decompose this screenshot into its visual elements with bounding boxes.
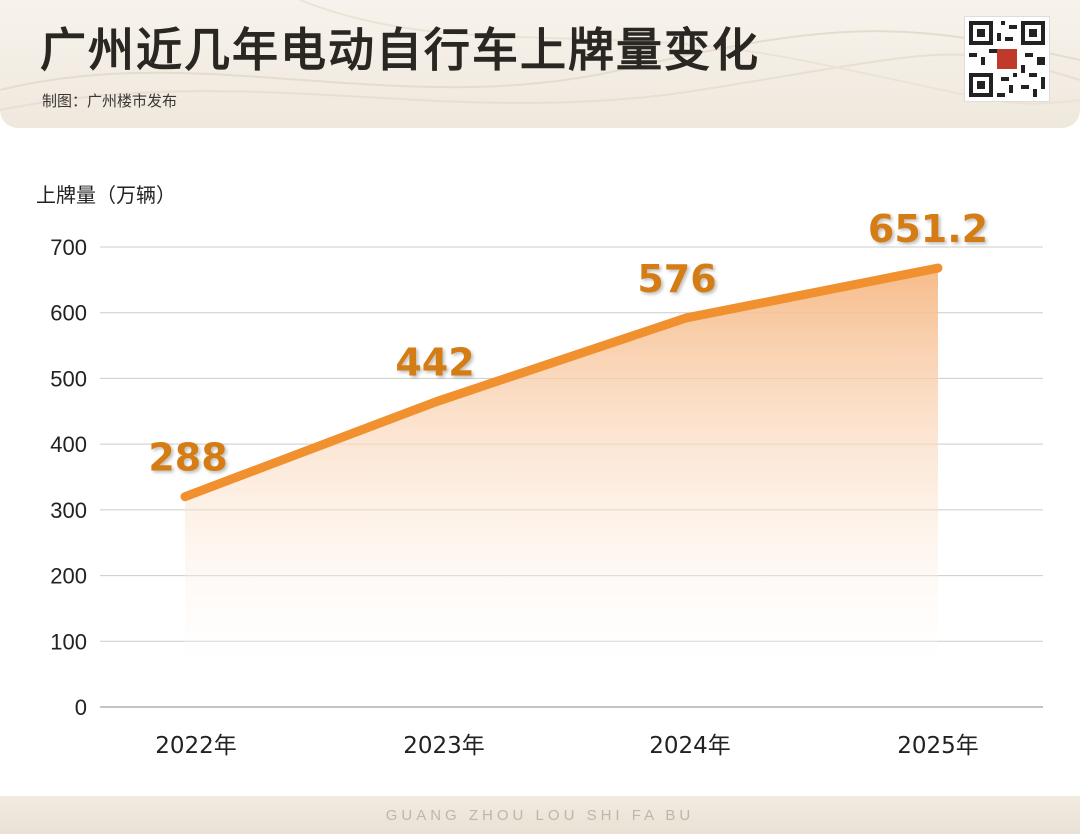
line-area-chart: 上牌量（万辆） 0 100 200 300 400 500 600 700 288 442 576 65… — [36, 183, 1043, 759]
y-tick-label: 100 — [50, 629, 87, 654]
x-tick-label: 2022年 — [155, 733, 237, 759]
x-tick-label: 2024年 — [649, 733, 731, 759]
data-label: 576 — [637, 257, 716, 301]
footer-banner: GUANG ZHOU LOU SHI FA BU — [0, 796, 1080, 834]
y-tick-label: 0 — [75, 695, 87, 720]
header-banner: 广州近几年电动自行车上牌量变化 制图：广州楼市发布 — [0, 0, 1080, 128]
series-line — [180, 263, 943, 502]
y-tick-label: 600 — [50, 301, 87, 326]
chart-credit: 制图：广州楼市发布 — [42, 92, 178, 110]
data-label: 651.2 — [868, 207, 988, 251]
data-label: 442 — [395, 340, 474, 384]
y-tick-label: 400 — [50, 432, 87, 457]
footer-text: GUANG ZHOU LOU SHI FA BU — [385, 806, 695, 824]
y-tick-label: 200 — [50, 564, 87, 589]
y-axis-title: 上牌量（万辆） — [36, 183, 176, 207]
x-tick-label: 2023年 — [403, 733, 485, 759]
qr-code-icon — [964, 16, 1050, 102]
y-tick-label: 500 — [50, 366, 87, 391]
data-label: 288 — [148, 436, 227, 480]
page-title: 广州近几年电动自行车上牌量变化 — [40, 23, 760, 77]
y-tick-label: 300 — [50, 498, 87, 523]
y-tick-label: 700 — [50, 235, 87, 260]
x-tick-label: 2025年 — [897, 733, 979, 759]
series-area — [185, 268, 938, 668]
